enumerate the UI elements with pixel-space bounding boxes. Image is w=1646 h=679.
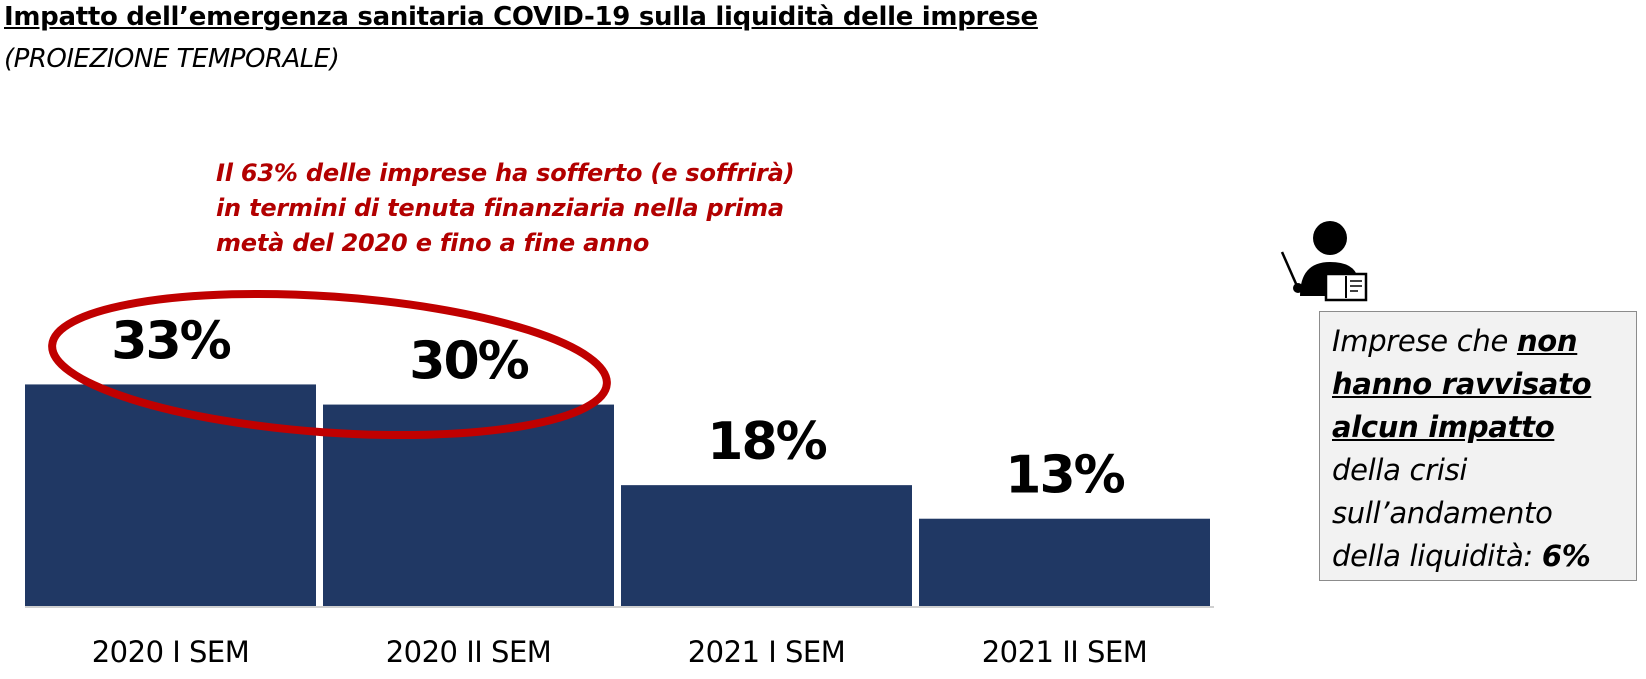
data-label-3: 18% bbox=[707, 412, 826, 472]
data-label-1: 33% bbox=[111, 311, 230, 371]
box-line-5: sull’andamento bbox=[1332, 496, 1553, 530]
box-highlight-1: non bbox=[1516, 324, 1578, 358]
annotation-text: Il 63% delle imprese ha sofferto (e soff… bbox=[216, 156, 795, 261]
box-value: 6% bbox=[1541, 539, 1591, 573]
category-label-1: 2020 I SEM bbox=[92, 635, 250, 669]
box-highlight-2: hanno ravvisato bbox=[1332, 367, 1592, 401]
no-impact-info-box: Imprese che non hanno ravvisato alcun im… bbox=[1319, 311, 1637, 581]
category-label-2: 2020 II SEM bbox=[386, 635, 552, 669]
box-highlight-3: alcun impatto bbox=[1332, 410, 1555, 444]
chart-title: Impatto dell’emergenza sanitaria COVID-1… bbox=[4, 2, 1038, 32]
bar-1 bbox=[25, 384, 316, 606]
annotation-line-2: in termini di tenuta finanziaria nella p… bbox=[216, 194, 784, 222]
bar-4 bbox=[919, 518, 1210, 606]
bar-3 bbox=[621, 485, 912, 606]
annotation-line-3: metà del 2020 e fino a fine anno bbox=[216, 229, 650, 257]
box-line-6: della liquidità: 6% bbox=[1332, 539, 1591, 573]
highlight-ellipse bbox=[48, 289, 611, 440]
category-label-4: 2021 II SEM bbox=[982, 635, 1148, 669]
box-line-1: Imprese che non bbox=[1332, 324, 1578, 358]
data-label-2: 30% bbox=[409, 332, 528, 392]
annotation-line-1: Il 63% delle imprese ha sofferto (e soff… bbox=[216, 159, 795, 187]
box-line-4: della crisi bbox=[1332, 453, 1468, 487]
data-label-4: 13% bbox=[1005, 446, 1124, 506]
chart-subtitle: (PROIEZIONE TEMPORALE) bbox=[4, 44, 340, 74]
teacher-presentation-icon bbox=[1280, 221, 1368, 302]
category-label-3: 2021 I SEM bbox=[688, 635, 846, 669]
